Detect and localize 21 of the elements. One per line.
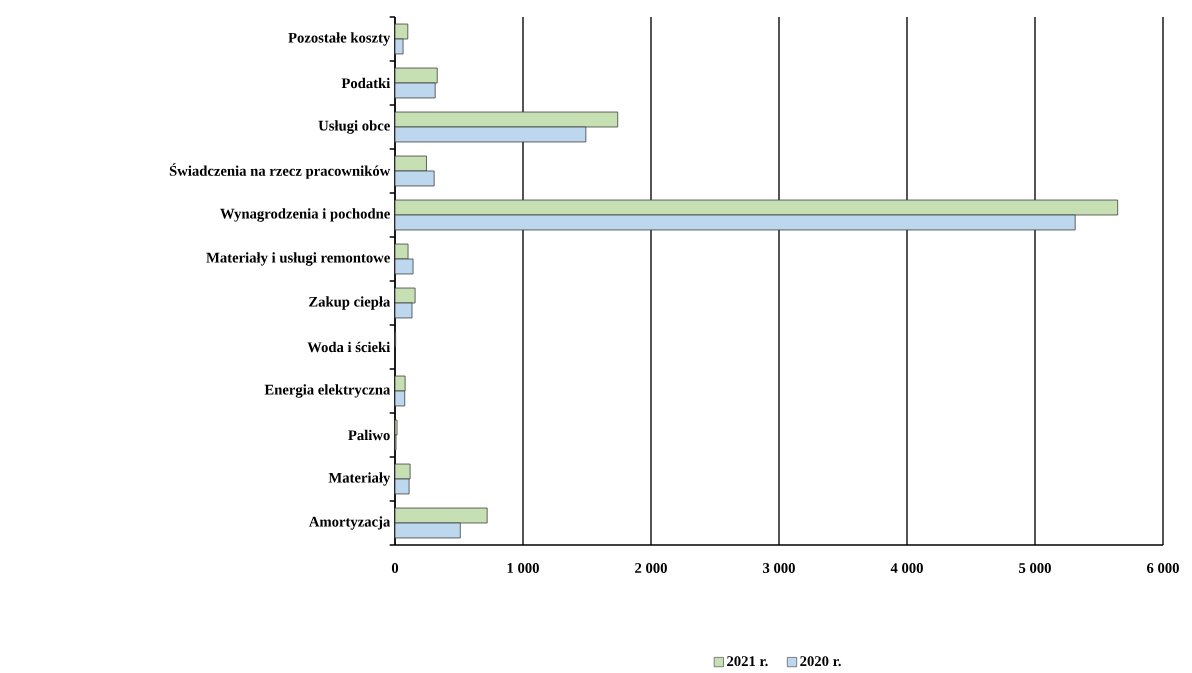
x-tick-label: 0 [391, 563, 399, 573]
x-tick-label: 4 000 [890, 563, 923, 573]
y-tick-label: Zakup ciepła [309, 296, 391, 310]
y-tick-label: Podatki [341, 77, 391, 89]
y-tick-label: Świadczenia na rzecz pracowników [169, 163, 391, 179]
x-tick-label: 2 000 [635, 563, 667, 573]
x-tick-label: 6 000 [1147, 563, 1179, 573]
y-tick-label: Pozostałe koszty [288, 32, 391, 46]
x-tick-label: 3 000 [763, 563, 795, 573]
y-tick-label: Amortyzacja [309, 516, 391, 530]
y-tick-label: Paliwo [348, 429, 390, 441]
legend-label: 2021 r. [727, 656, 768, 667]
y-tick-label: Usługi obce [318, 120, 390, 134]
y-tick-label: Materiały [328, 472, 391, 486]
legend-label: 2020 r. [800, 656, 841, 667]
y-tick-label: Materiały i usługi remontowe [206, 252, 390, 266]
y-tick-label: Woda i ścieki [307, 341, 391, 353]
y-tick-label: Energia elektryczna [264, 384, 391, 398]
x-tick-label: 5 000 [1019, 563, 1051, 573]
x-tick-label: 1 000 [507, 563, 539, 573]
y-tick-label: Wynagrodzenia i pochodne [220, 208, 390, 222]
